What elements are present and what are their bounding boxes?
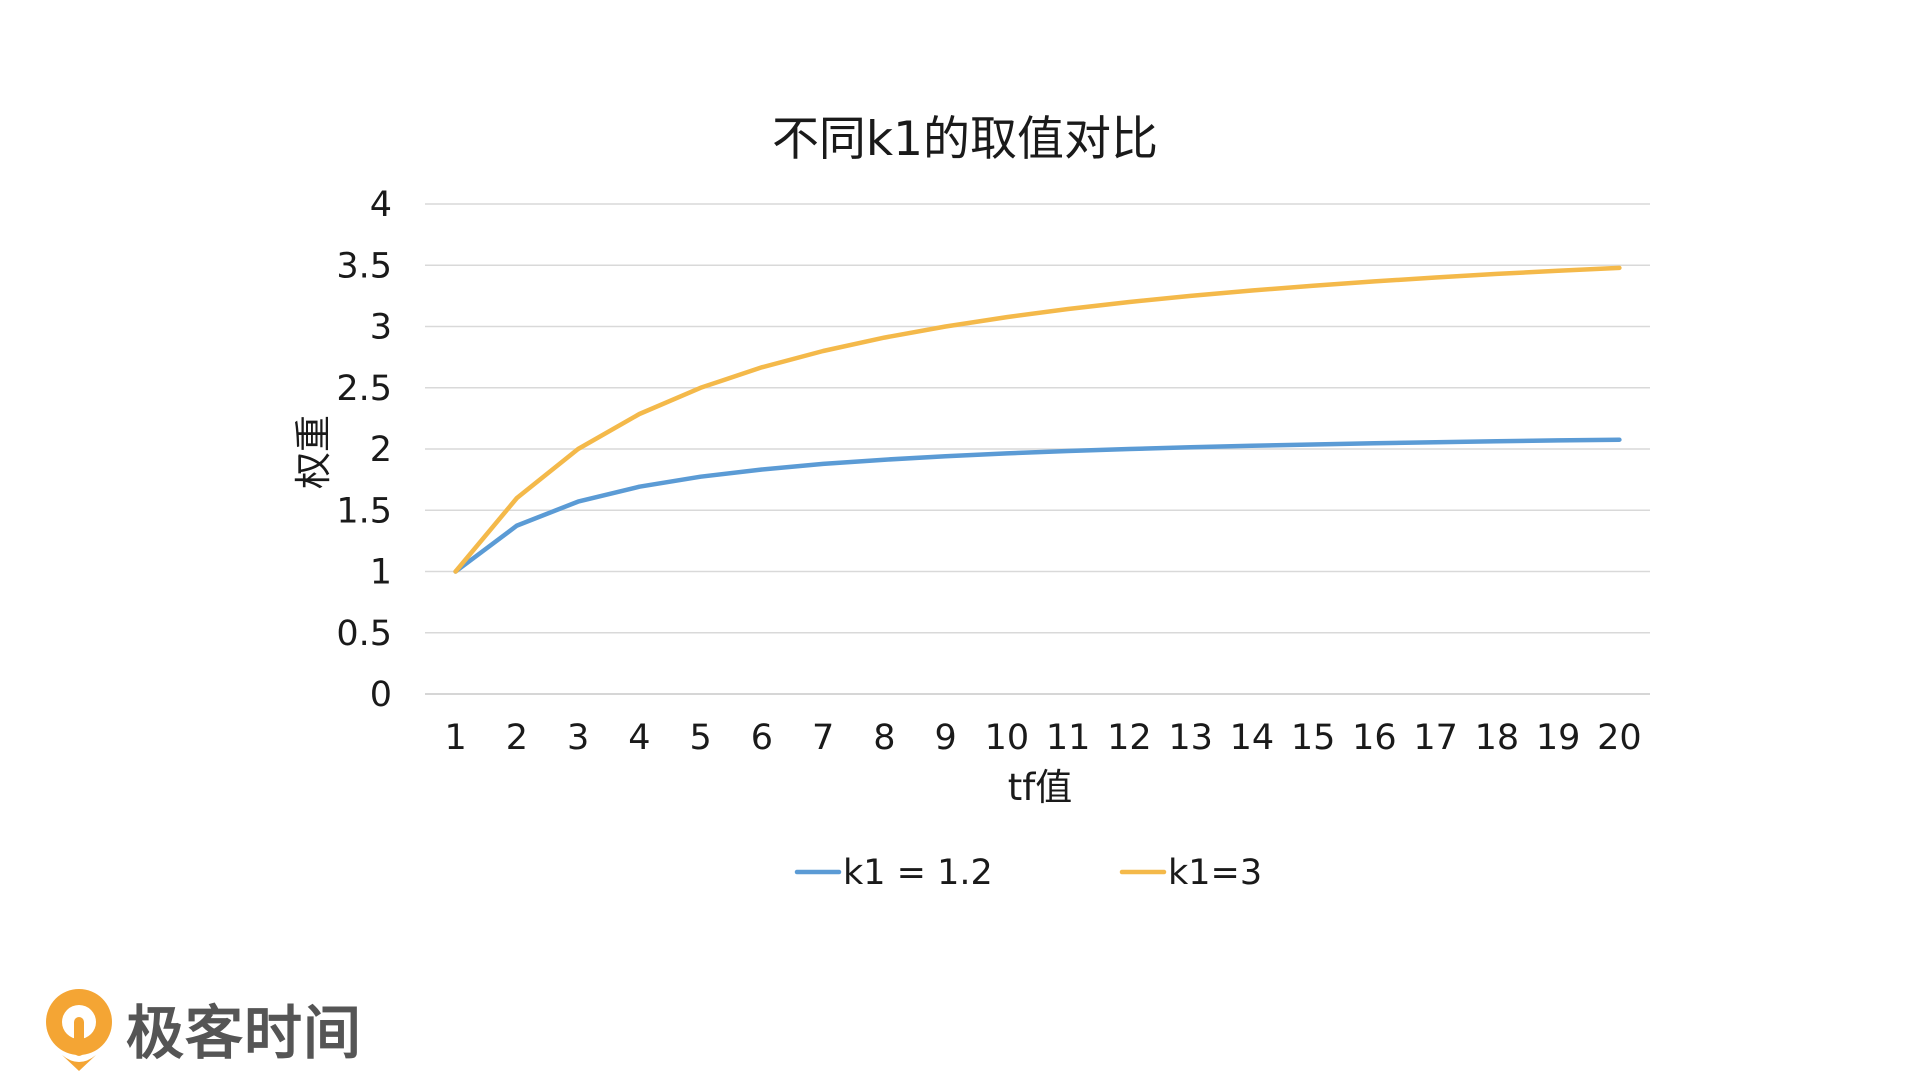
x-tick-label: 7 (812, 718, 834, 758)
x-tick-label: 5 (689, 718, 711, 758)
gridlines (425, 203, 1650, 695)
y-tick-label: 1.5 (336, 491, 392, 531)
y-tick-label: 4 (370, 185, 392, 225)
x-tick-label: 12 (1107, 718, 1152, 758)
brand: 极客时间 (42, 985, 362, 1071)
geektime-logo-icon (46, 989, 112, 1071)
x-tick-label: 18 (1475, 718, 1520, 758)
x-tick-label: 14 (1230, 718, 1275, 758)
x-axis-label: tf值 (1008, 766, 1073, 809)
x-tick-label: 6 (751, 718, 773, 758)
x-tick-label: 17 (1413, 718, 1458, 758)
x-tick-label: 9 (934, 718, 956, 758)
x-tick-label: 4 (628, 718, 650, 758)
legend-label: k1 = 1.2 (843, 853, 993, 893)
y-tick-label: 3 (370, 308, 392, 348)
y-tick-label: 2.5 (336, 369, 392, 409)
x-tick-label: 8 (873, 718, 895, 758)
y-tick-label: 3.5 (336, 246, 392, 286)
legend: k1 = 1.2 k1=3 (794, 853, 1262, 893)
x-tick-label: 20 (1597, 718, 1642, 758)
series-line-2 (453, 265, 1622, 574)
y-tick-label: 0.5 (336, 614, 392, 654)
chart-title: 不同k1的取值对比 (772, 112, 1158, 167)
x-tick-label: 10 (985, 718, 1030, 758)
x-tick-label: 16 (1352, 718, 1397, 758)
x-tick-label: 3 (567, 718, 589, 758)
x-tick-label: 11 (1046, 718, 1091, 758)
legend-label: k1=3 (1168, 853, 1262, 893)
x-tick-label: 13 (1168, 718, 1213, 758)
series-line-1 (453, 437, 1622, 574)
y-axis-ticks: 0 0.5 1 1.5 2 2.5 3 3.5 4 (336, 185, 392, 715)
y-axis-label: 权重 (292, 415, 335, 489)
y-tick-label: 1 (370, 553, 392, 593)
x-tick-label: 15 (1291, 718, 1336, 758)
x-tick-label: 2 (506, 718, 528, 758)
x-axis-ticks: 1 2 3 4 5 6 7 8 9 10 11 12 13 14 15 16 17 18 19 20 (444, 718, 1641, 758)
series-lines (453, 265, 1622, 574)
brand-name: 极客时间 (126, 999, 363, 1067)
x-tick-label: 19 (1536, 718, 1581, 758)
x-tick-label: 1 (444, 718, 466, 758)
y-tick-label: 2 (370, 430, 392, 470)
y-tick-label: 0 (370, 675, 392, 715)
